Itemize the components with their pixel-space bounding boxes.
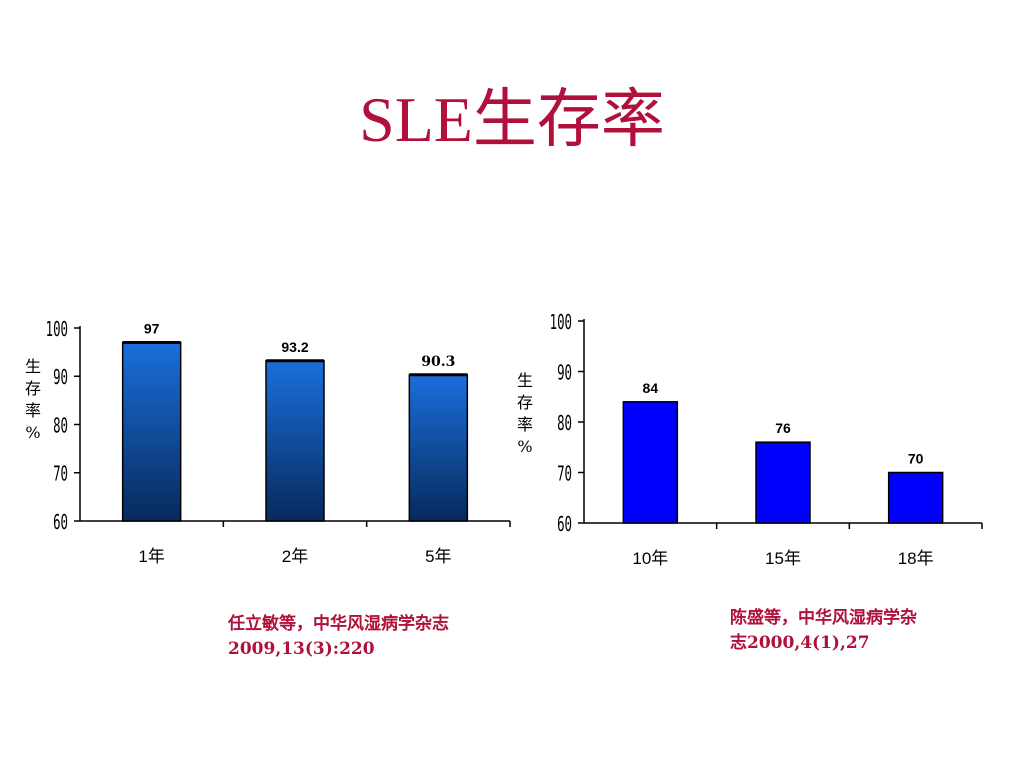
reference-right: 陈盛等，中华风湿病学杂 志2000,4(1),27 — [730, 606, 1000, 656]
reference-right-line1: 陈盛等，中华风湿病学杂 — [730, 608, 917, 628]
bar — [755, 441, 811, 524]
slide-title: SLE生存率 — [359, 84, 665, 155]
reference-right-line2: 志2000,4(1),27 — [730, 633, 870, 653]
bar — [887, 471, 944, 524]
category-label: 5年 — [425, 547, 451, 566]
y-axis-label-char: % — [517, 437, 532, 456]
survival-chart-right: 60 70 80 90 100 生存率% 84 10年 76 15年 70 18年 — [517, 311, 983, 568]
reference-left: 任立敏等，中华风湿病学杂志 2009,13(3):220 — [228, 612, 548, 662]
bar-value-label: 97 — [144, 320, 160, 336]
bar-value-label: 90.3 — [421, 354, 455, 370]
y-tick-label: 70 — [53, 463, 68, 486]
y-axis-label-char: 率 — [25, 401, 41, 420]
bar-value-label: 84 — [643, 380, 659, 396]
category-label: 15年 — [765, 549, 801, 568]
bar — [121, 341, 182, 522]
y-tick-label: 60 — [53, 511, 68, 534]
y-tick-label: 100 — [550, 311, 572, 334]
bar-value-label: 93.2 — [281, 339, 308, 355]
bar-value-label: 76 — [775, 420, 791, 436]
y-axis-label-char: 存 — [25, 379, 41, 398]
category-label: 10年 — [632, 549, 668, 568]
y-tick-label: 70 — [557, 462, 572, 485]
bar — [622, 401, 679, 524]
y-axis-label-char: 生 — [25, 357, 41, 376]
y-axis-label-char: 率 — [517, 415, 533, 434]
y-axis-label-char: % — [25, 423, 40, 442]
reference-left-line1: 任立敏等，中华风湿病学杂志 — [228, 614, 449, 634]
bar-value-label: 70 — [908, 451, 924, 467]
y-axis-label-char: 生 — [517, 371, 533, 390]
survival-chart-left: 60 70 80 90 100 生存率% 97 1年 93.2 2年 90.3 5年 — [25, 318, 511, 566]
y-tick-label: 60 — [557, 513, 572, 536]
category-label: 1年 — [138, 547, 164, 566]
reference-left-line2: 2009,13(3):220 — [228, 639, 375, 659]
y-tick-label: 90 — [557, 361, 572, 384]
y-tick-label: 100 — [46, 318, 68, 341]
bar — [408, 374, 469, 522]
y-tick-label: 90 — [53, 366, 68, 389]
bar — [265, 360, 325, 522]
category-label: 18年 — [898, 549, 934, 568]
y-tick-label: 80 — [557, 412, 572, 435]
y-tick-label: 80 — [53, 414, 68, 437]
y-axis-label-char: 存 — [517, 393, 533, 412]
category-label: 2年 — [282, 547, 308, 566]
